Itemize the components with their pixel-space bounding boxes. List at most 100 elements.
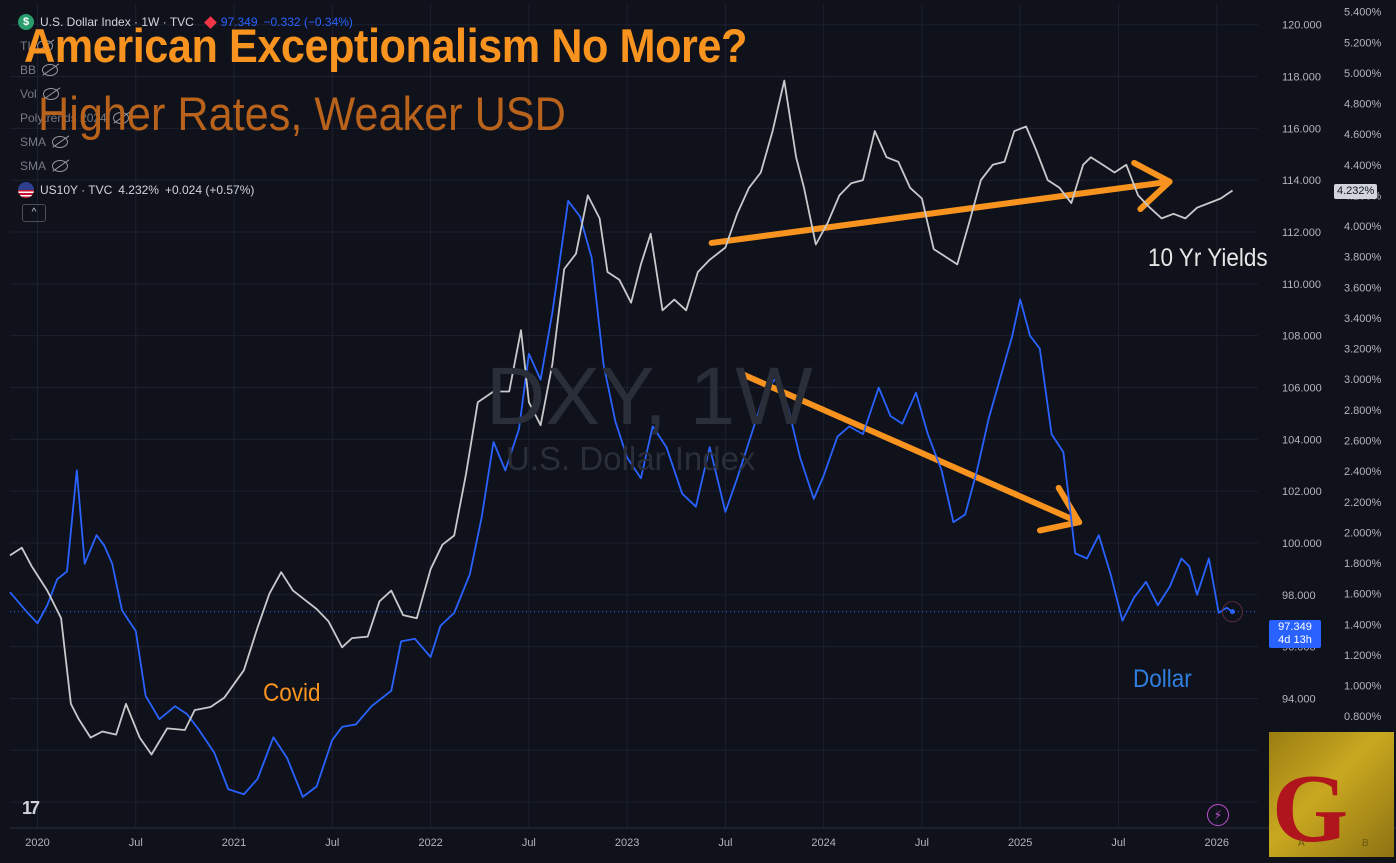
dxy-tick-label: 120.000	[1282, 20, 1322, 32]
yield-tick-label: 5.400%	[1344, 7, 1382, 19]
yield-tick-label: 3.200%	[1344, 344, 1382, 356]
subhead: Higher Rates, Weaker USD	[38, 87, 566, 140]
dxy-tick-label: 112.000	[1282, 227, 1321, 239]
dxy-last-point-ring	[1221, 601, 1243, 623]
yield-tick-label: 1.600%	[1344, 589, 1382, 601]
time-tick-label: 2020	[25, 837, 49, 849]
trend-arrow-head	[1131, 159, 1173, 213]
yield-tick-label: 3.600%	[1344, 282, 1382, 294]
eye-hidden-icon[interactable]	[52, 160, 69, 172]
legend-main-change: −0.332 (−0.34%)	[263, 15, 353, 29]
legend: $ U.S. Dollar Index · 1W · TVC 97.349 −0…	[18, 10, 353, 202]
dxy-tick-label: 114.000	[1282, 175, 1321, 187]
yields-label: 10 Yr Yields	[1148, 244, 1268, 272]
yield-tick-label: 5.200%	[1344, 37, 1382, 49]
dxy-tick-label: 108.000	[1282, 331, 1322, 343]
legend-indicator[interactable]: BB	[18, 58, 353, 82]
legend-yield-price: 4.232%	[118, 183, 159, 197]
time-tick-label: 2023	[615, 837, 639, 849]
yield-tick-label: 1.200%	[1344, 650, 1382, 662]
dxy-price-tag: 97.349 4d 13h	[1269, 620, 1321, 648]
dollar-symbol-icon: $	[18, 14, 34, 30]
dxy-last-point	[1229, 609, 1235, 615]
yield-tick-label: 2.400%	[1344, 466, 1382, 478]
dxy-tick-label: 116.000	[1282, 123, 1321, 135]
yield-tick-label: 1.000%	[1344, 681, 1382, 693]
yield-tick-label: 0.800%	[1344, 711, 1382, 723]
yield-tick-label: 2.000%	[1344, 527, 1382, 539]
time-tick-label: 2021	[222, 837, 246, 849]
dxy-tick-label: 94.000	[1282, 693, 1316, 705]
legend-yield-title: US10Y · TVC	[40, 183, 113, 197]
trend-arrow-shaft	[740, 371, 1083, 526]
watermark-name: U.S. Dollar Index	[506, 440, 756, 477]
yield-tick-label: 4.000%	[1344, 221, 1382, 233]
dxy-tick-label: 110.000	[1282, 279, 1321, 291]
eye-hidden-icon[interactable]	[42, 64, 59, 76]
time-tick-label: Jul	[915, 837, 929, 849]
yield-tick-label: 1.800%	[1344, 558, 1382, 570]
time-tick-label: 2024	[811, 837, 835, 849]
yield-tick-label: 3.800%	[1344, 252, 1382, 264]
legend-indicator[interactable]: SMA	[18, 154, 353, 178]
lightning-icon[interactable]: ⚡	[1207, 804, 1229, 826]
series-lines	[9, 79, 1243, 798]
dxy-price-tag-countdown: 4d 13h	[1278, 634, 1312, 646]
yield-tick-label: 1.400%	[1344, 619, 1382, 631]
legend-indicator[interactable]: Vol	[18, 82, 353, 106]
legend-yield-row[interactable]: US10Y · TVC 4.232% +0.024 (+0.57%)	[18, 178, 353, 202]
eye-hidden-icon[interactable]	[52, 136, 69, 148]
dxy-tick-label: 104.000	[1282, 434, 1322, 446]
watermark-symbol: DXY, 1W	[486, 351, 813, 442]
dxy-line	[9, 200, 1234, 798]
dollar-label: Dollar	[1133, 665, 1192, 693]
covid-label: Covid	[263, 679, 321, 707]
legend-indicator[interactable]: Polytrends 2024	[18, 106, 353, 130]
dxy-tick-label: 100.000	[1282, 538, 1322, 550]
yield-tick-label: 4.400%	[1344, 160, 1382, 172]
yield-tick-label: 5.000%	[1344, 68, 1382, 80]
legend-indicator[interactable]: SMA	[18, 130, 353, 154]
trend-arrows	[708, 159, 1173, 534]
yield-tick-label: 2.200%	[1344, 497, 1382, 509]
time-tick-label: Jul	[718, 837, 732, 849]
yield-price-tag: 4.232%	[1334, 184, 1378, 199]
eye-hidden-icon[interactable]	[112, 112, 129, 124]
collapse-legend-button[interactable]: ^	[22, 204, 46, 222]
yield-tick-label: 2.600%	[1344, 436, 1382, 448]
time-tick-label: Jul	[129, 837, 143, 849]
time-tick-label: 2025	[1008, 837, 1032, 849]
time-axis: 2020 Jul 2021 Jul 2022 Jul 2023 Jul 2024 Jul 2025 J…	[25, 837, 1229, 849]
yield-tick-label: 2.800%	[1344, 405, 1382, 417]
yield-tick-label: 3.400%	[1344, 313, 1382, 325]
headline: American Exceptionalism No More?	[24, 19, 747, 72]
yield-tick-label: 4.600%	[1344, 129, 1382, 141]
trend-arrow-head	[1036, 484, 1083, 534]
us-flag-icon	[18, 182, 34, 198]
legend-indicator[interactable]: TI	[18, 34, 353, 58]
us10y-line	[9, 79, 1234, 756]
trend-arrow-shaft	[708, 178, 1173, 246]
dxy-tick-label: 98.000	[1282, 590, 1316, 602]
dxy-price-tag-value: 97.349	[1278, 621, 1312, 633]
time-tick-label: 2022	[418, 837, 442, 849]
legend-main-title: U.S. Dollar Index · 1W · TVC	[40, 15, 194, 29]
logo-corner-right: B	[1362, 838, 1369, 849]
time-tick-label: Jul	[1111, 837, 1125, 849]
legend-main-price: 97.349	[220, 15, 258, 29]
brand-logo-background	[1269, 732, 1394, 857]
tradingview-logo[interactable]: 17	[22, 798, 40, 818]
dxy-tick-label: 106.000	[1282, 382, 1322, 394]
eye-hidden-icon[interactable]	[42, 88, 59, 100]
legend-yield-change: +0.024 (+0.57%)	[164, 183, 255, 197]
logo-corner-left: A	[1298, 838, 1305, 849]
eye-hidden-icon[interactable]	[36, 40, 53, 52]
legend-main-row[interactable]: $ U.S. Dollar Index · 1W · TVC 97.349 −0…	[18, 10, 353, 34]
dxy-tick-label: 118.000	[1282, 72, 1321, 84]
time-tick-label: Jul	[522, 837, 536, 849]
yield-tick-label: 3.000%	[1344, 374, 1382, 386]
time-tick-label: Jul	[325, 837, 339, 849]
